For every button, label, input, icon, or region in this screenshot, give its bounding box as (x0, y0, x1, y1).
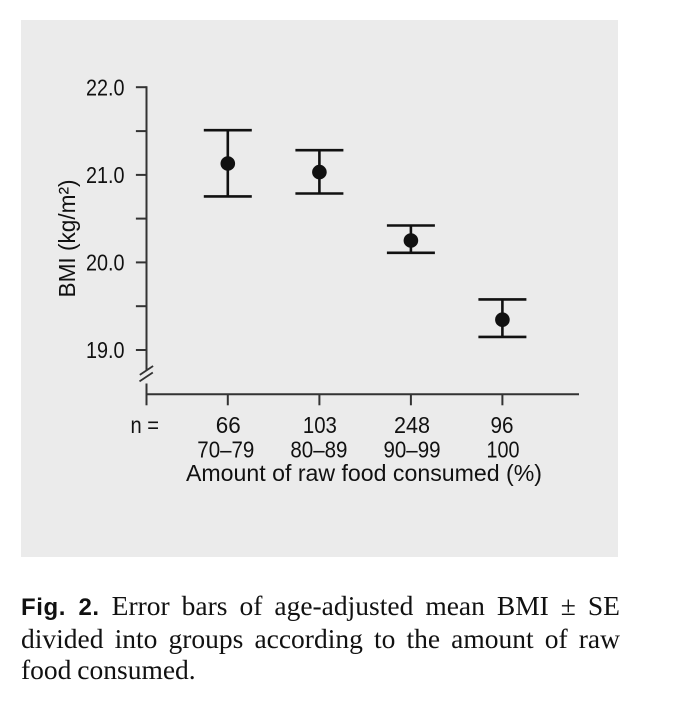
svg-text:90–99: 90–99 (384, 436, 441, 462)
svg-text:19.0: 19.0 (86, 337, 125, 363)
svg-text:20.0: 20.0 (86, 250, 125, 276)
svg-text:248: 248 (394, 412, 430, 438)
svg-text:100: 100 (487, 436, 520, 462)
svg-text:103: 103 (303, 412, 337, 438)
svg-text:BMI (kg/m²): BMI (kg/m²) (54, 180, 80, 298)
svg-text:22.0: 22.0 (86, 74, 125, 100)
svg-text:21.0: 21.0 (86, 162, 125, 188)
svg-text:70–79: 70–79 (197, 436, 254, 462)
svg-text:96: 96 (491, 412, 514, 438)
svg-text:66: 66 (216, 412, 241, 438)
svg-text:n =: n = (131, 412, 160, 438)
svg-text:80–89: 80–89 (290, 436, 347, 462)
svg-text:Amount of raw food consumed (%: Amount of raw food consumed (%) (186, 460, 542, 486)
